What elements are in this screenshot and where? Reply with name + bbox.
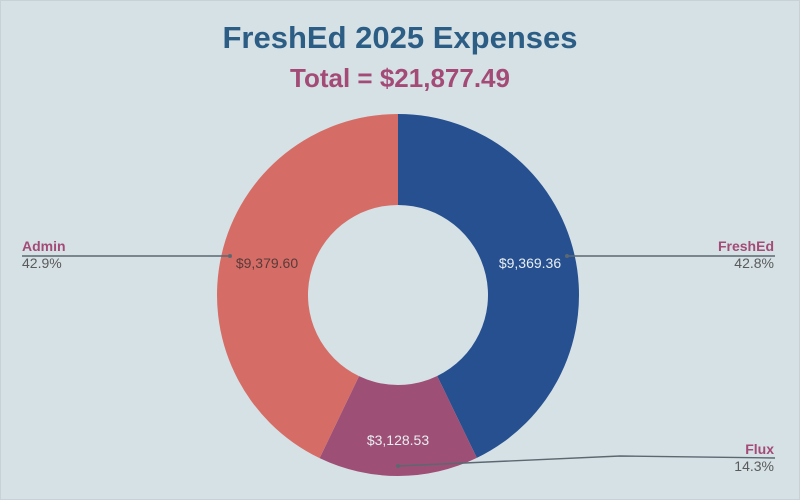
callout-flux-label: Flux: [745, 441, 774, 457]
callout-flux: Flux 14.3%: [734, 441, 774, 475]
callout-admin-label: Admin: [22, 238, 66, 254]
value-label-admin: $9,379.60: [236, 255, 298, 271]
value-label-flux: $3,128.53: [367, 432, 429, 448]
callout-freshed-percent: 42.8%: [734, 255, 774, 271]
leader-dot-admin: [228, 254, 232, 258]
slice-admin: [216, 114, 398, 459]
callout-admin: Admin 42.9%: [22, 238, 66, 272]
leader-dot-flux: [396, 464, 400, 468]
slice-flux: [319, 376, 477, 477]
callout-admin-percent: 42.9%: [22, 255, 62, 271]
callout-freshed-label: FreshEd: [717, 238, 774, 254]
value-label-freshed: $9,369.36: [499, 255, 561, 271]
callout-freshed: FreshEd 42.8%: [718, 238, 774, 272]
leader-dot-freshed: [565, 254, 569, 258]
callout-flux-percent: 14.3%: [734, 458, 774, 474]
chart-subtitle: Total = $21,877.49: [290, 63, 510, 93]
leader-line-flux: [397, 455, 776, 467]
slice-freshed: [398, 114, 580, 458]
chart-title: FreshEd 2025 Expenses: [222, 20, 578, 55]
